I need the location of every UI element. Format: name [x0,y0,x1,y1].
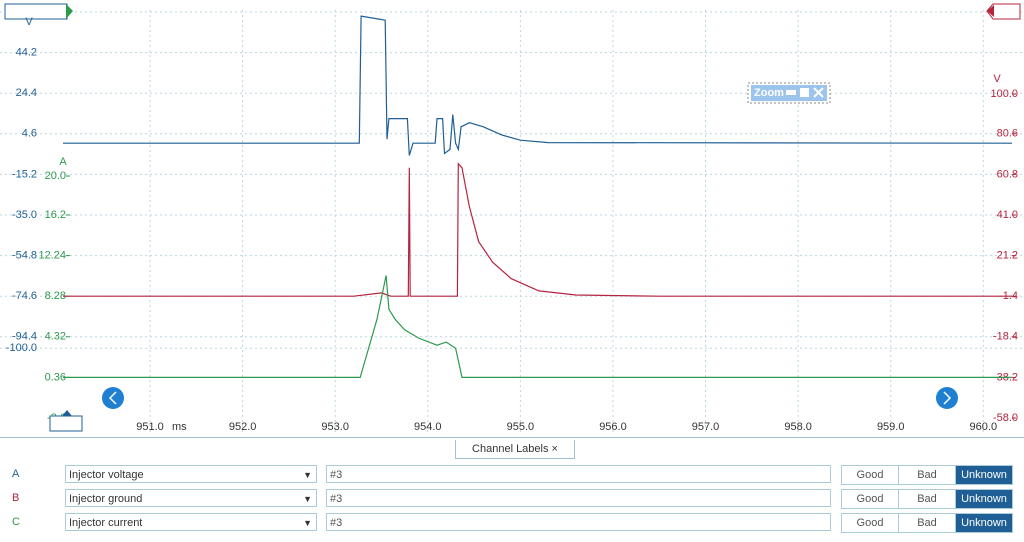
channel-note-input[interactable]: #3 [326,489,831,507]
rating-button[interactable]: Unknown [956,490,1012,508]
scroll-left[interactable] [102,387,124,409]
plot-layer: 951.0 952.0 953.0 954.0 955.0 956.0 957.0 958.0… [0,6,1024,434]
x-axis-unit: ms [172,421,187,433]
y-tick-label: -35.0 [12,209,37,221]
nav-chevron [943,391,952,405]
rating-button[interactable]: Unknown [956,514,1012,532]
y-tick-label: -100.0 [6,342,37,354]
x-tick-label: 953.0 [321,421,349,433]
rating-buttons: Good Bad Unknown [841,513,1013,533]
trace [63,15,1013,156]
rating-button[interactable]: Bad [899,466,956,484]
scroll-right[interactable] [936,387,958,409]
rating-button[interactable]: Good [842,466,899,484]
rating-button[interactable]: Bad [899,514,956,532]
x-tick-label: 959.0 [877,421,905,433]
channel-label-select[interactable]: Injector voltage [65,465,317,484]
y2-tick-label: 100.0 [990,88,1018,100]
y3-tick-label: 0.36 [45,371,66,383]
scope-chart: 951.0 952.0 953.0 954.0 955.0 956.0 957.0 958.0… [0,0,1024,437]
axis-marker [66,4,73,19]
x-tick-label: 955.0 [507,421,535,433]
y2-tick-label: 41.0 [997,209,1018,221]
trace [63,275,1012,378]
x-tick-label: 957.0 [692,421,720,433]
y2-tick-label: -18.4 [993,331,1018,343]
rating-button[interactable]: Unknown [956,466,1012,484]
rating-buttons: Good Bad Unknown [841,465,1013,485]
rating-button[interactable]: Bad [899,490,956,508]
channel-letter: A [12,468,20,480]
zoom-widget[interactable]: Zoom [747,82,831,104]
y3-tick-label: 12.24 [38,250,66,262]
axis-marker [4,3,68,20]
y2-tick-label: 21.2 [997,250,1018,262]
y3-tick-label: 8.28 [45,290,66,302]
channel-labels-tab[interactable]: Channel Labels × [455,440,575,459]
y2-axis-unit: V [993,73,1001,85]
y3-axis-unit: A [59,156,67,168]
y3-tick-label: 16.2 [45,209,66,221]
y-tick-label: -74.6 [12,290,37,302]
tab-title: Channel Labels [472,443,549,455]
y3-tick-label: 20.0 [45,170,66,182]
channel-note-input[interactable]: #3 [326,513,831,531]
axis-marker [986,3,1021,20]
channel-label-select[interactable]: Injector current [65,513,317,532]
zoom-icon [786,90,796,95]
channel-panel: Channel Labels × A Injector voltage #3 Good… [0,437,1024,542]
axis-marker [62,410,72,416]
trace [63,162,1012,297]
x-tick-label: 956.0 [599,421,627,433]
y3-tick-label: 4.32 [45,331,66,343]
zoom-close [813,87,824,98]
y-tick-label: -94.4 [12,331,37,343]
x-tick-label: 951.0 [136,421,164,433]
axis-marker [49,415,83,432]
plot-bg [0,0,1024,437]
x-tick-label: 958.0 [784,421,812,433]
zoom-icon [800,88,809,97]
y-tick-label: 4.6 [22,128,37,140]
channel-letter: C [12,516,20,528]
nav-button [936,387,958,409]
rating-buttons: Good Bad Unknown [841,489,1013,509]
zoom-label: Zoom [754,87,784,99]
nav-chevron [108,391,117,405]
x-tick-label: 952.0 [229,421,257,433]
y-tick-label: -54.8 [12,250,37,262]
channel-note-input[interactable]: #3 [326,465,831,483]
y2-tick-label: 80.6 [997,128,1018,140]
x-tick-label: 960.0 [970,421,998,433]
y2-tick-label: 60.8 [997,168,1018,180]
rating-button[interactable]: Good [842,490,899,508]
y-tick-label: -15.2 [12,168,37,180]
y-tick-label: 44.2 [16,47,37,59]
nav-button [102,387,124,409]
y-axis-unit: V [25,16,33,28]
rating-button[interactable]: Good [842,514,899,532]
y2-tick-label: -58.0 [993,412,1018,424]
channel-label-select[interactable]: Injector ground [65,489,317,508]
x-tick-label: 954.0 [414,421,442,433]
channel-letter: B [12,492,20,504]
axis-marker [987,5,994,17]
y-tick-label: 24.4 [16,87,37,99]
